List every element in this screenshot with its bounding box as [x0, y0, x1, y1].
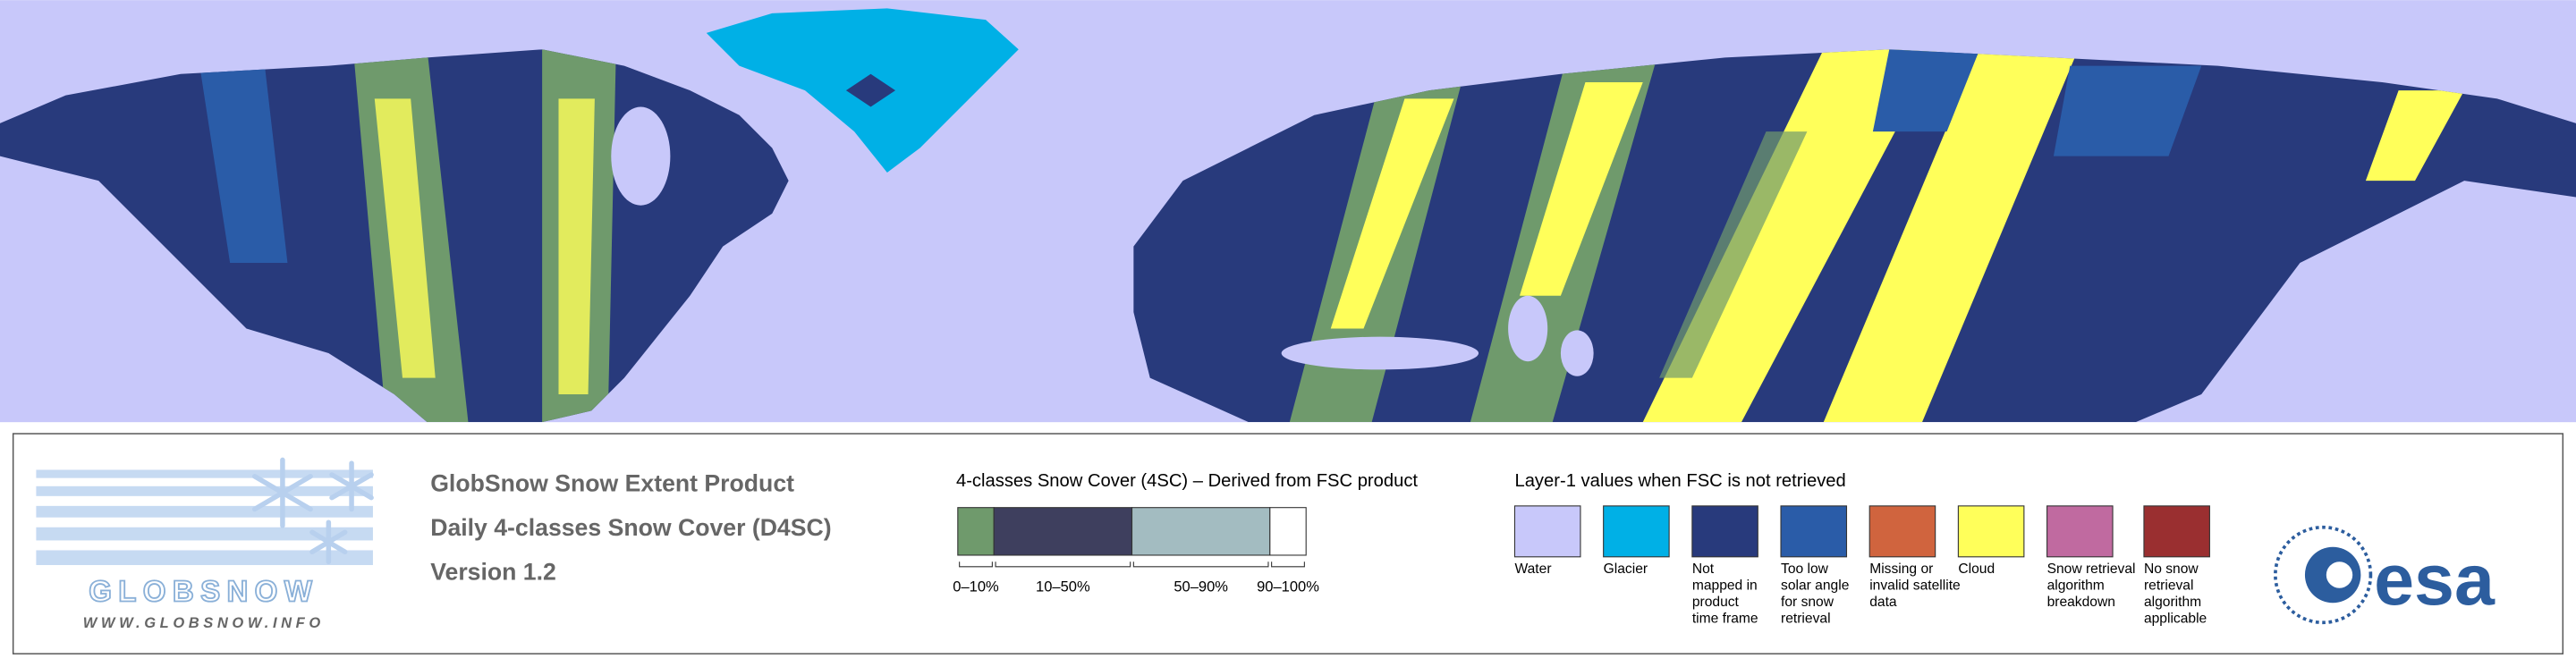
layer-label: invalid satellite [1869, 578, 1961, 594]
mediterranean [1281, 336, 1479, 370]
class-label: 10–50% [1036, 578, 1090, 595]
class-swatch [993, 507, 1133, 556]
layer-label: Too low [1781, 561, 1829, 577]
class-label: 0–10% [953, 578, 999, 595]
map [0, 0, 2576, 423]
layer-label: Not [1692, 561, 1715, 577]
class-swatch [1269, 507, 1307, 556]
legend-title: 4-classes Snow Cover (4SC) – Derived fro… [956, 471, 1418, 491]
layer-swatch [1691, 505, 1758, 558]
class-bracket [995, 561, 1131, 568]
layer-swatch [1957, 505, 2025, 558]
class-swatch [957, 507, 995, 556]
layer-swatch [2046, 505, 2114, 558]
layer-label: breakdown [2047, 595, 2115, 610]
layer-swatch [1780, 505, 1848, 558]
layer-label: time frame [1692, 611, 1758, 626]
layer-label: algorithm [2144, 595, 2201, 610]
layer-label: for snow [1781, 595, 1835, 610]
snow-cover-legend: 4-classes Snow Cover (4SC) – Derived fro… [953, 471, 1418, 595]
class-bracket [1271, 561, 1305, 568]
class-bracket [1132, 561, 1269, 568]
hudson-bay [611, 106, 671, 206]
class-label: 50–90% [1174, 578, 1228, 595]
logo-name: GLOBSNOW [89, 575, 318, 608]
layer-label: retrieval [1781, 611, 1831, 626]
layer-label: Missing or [1869, 561, 1933, 577]
layer-swatch [1513, 505, 1581, 558]
layer-label: Snow retrieval [2047, 561, 2136, 577]
esa-text: esa [2374, 540, 2496, 621]
product-line: Daily 4-classes Snow Cover (D4SC) [430, 514, 831, 541]
layer-label: mapped in [1692, 578, 1758, 594]
product-line: Version 1.2 [430, 559, 556, 586]
layer-label: No snow [2144, 561, 2199, 577]
layer-label: Water [1514, 561, 1551, 577]
product-line: GlobSnow Snow Extent Product [430, 469, 794, 496]
layer-swatch [1868, 505, 1936, 558]
layer-label: solar angle [1781, 578, 1849, 594]
layer-swatch [1603, 505, 1670, 558]
layer-label: algorithm [2047, 578, 2105, 594]
layer-label: Cloud [1958, 561, 1995, 577]
class-bracket [959, 561, 993, 568]
layer-label: data [1869, 595, 1897, 610]
layer-label: Glacier [1604, 561, 1648, 577]
layer-swatch [2143, 505, 2210, 558]
esa-logo: esa [2274, 525, 2496, 625]
class-swatch [1131, 507, 1271, 556]
layer-legend: Layer-1 values when FSC is not retrieved… [1513, 471, 2210, 626]
class-label: 90–100% [1257, 578, 1319, 595]
layer-label: product [1692, 595, 1740, 610]
logo-url: WWW.GLOBSNOW.INFO [83, 614, 325, 631]
product-info: GlobSnow Snow Extent Product Daily 4-clas… [430, 469, 831, 585]
layer-label: retrieval [2144, 578, 2194, 594]
land [0, 49, 2576, 423]
globsnow-logo: GLOBSNOW WWW.GLOBSNOW.INFO [36, 457, 374, 631]
legend-title: Layer-1 values when FSC is not retrieved [1514, 471, 1845, 491]
layer-label: applicable [2144, 611, 2207, 626]
